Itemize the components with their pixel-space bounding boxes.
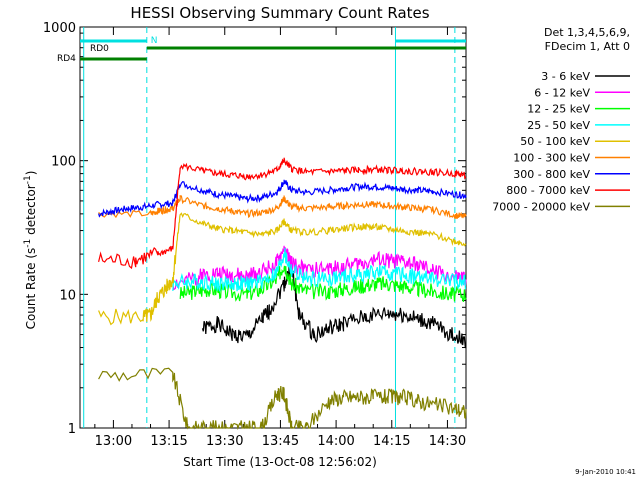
y-tick-label-1: 10 — [59, 288, 76, 303]
overlay-label-rd0: RD0 — [90, 44, 109, 54]
series-line-7 — [98, 157, 467, 270]
legend-label-7: 800 - 7000 keV — [506, 184, 590, 197]
series-line-0 — [201, 262, 467, 349]
legend-label-1: 6 - 12 keV — [534, 86, 590, 99]
y-tick-label-3: 1000 — [43, 21, 76, 36]
x-tick-label-6: 14:30 — [429, 434, 466, 449]
x-tick-label-5: 14:15 — [373, 434, 410, 449]
legend: 3 - 6 keV 6 - 12 keV 12 - 25 keV 25 - 50 ke… — [492, 26, 630, 213]
series-line-1 — [172, 245, 467, 291]
series-line-4 — [98, 212, 467, 326]
x-tick-label-2: 13:30 — [206, 434, 243, 449]
y-tick-label-2: 100 — [51, 155, 76, 170]
y-axis-label-part2: detector — [24, 184, 38, 239]
legend-label-5: 100 - 300 keV — [513, 152, 590, 165]
legend-label-4: 50 - 100 keV — [520, 135, 590, 148]
legend-label-3: 25 - 50 keV — [527, 119, 590, 132]
overlay-label-rd4: RD4 — [57, 54, 76, 64]
x-tick-label-3: 13:45 — [262, 434, 299, 449]
y-axis-label-sup2: -1 — [23, 175, 33, 184]
series-line-5 — [98, 195, 467, 219]
plot-area: 13:00 13:15 13:30 13:45 14:00 14:15 14:30 1 10 10… — [43, 21, 467, 449]
x-tick-label-0: 13:00 — [95, 434, 132, 449]
footer-timestamp: 9-Jan-2010 10:41 — [575, 468, 636, 476]
series-line-8 — [98, 367, 467, 431]
legend-label-0: 3 - 6 keV — [541, 70, 590, 83]
legend-label-8: 7000 - 20000 keV — [492, 200, 590, 213]
legend-header-0: Det 1,3,4,5,6,9, — [544, 26, 630, 39]
y-axis-label-part1: Count Rate (s — [24, 248, 38, 330]
legend-header-1: FDecim 1, Att 0 — [545, 40, 630, 53]
y-axis-label-sup1: -1 — [23, 239, 33, 248]
y-axis-label: Count Rate (s-1 detector-1) — [23, 171, 38, 330]
plot-frame — [79, 26, 467, 429]
x-tick-label-1: 13:15 — [150, 434, 187, 449]
y-axis-label-part3: ) — [24, 171, 38, 176]
series-line-3 — [172, 247, 467, 292]
chart-title: HESSI Observing Summary Count Rates — [130, 4, 429, 22]
legend-label-6: 300 - 800 keV — [513, 168, 590, 181]
y-tick-label-0: 1 — [68, 422, 76, 437]
x-axis-label: Start Time (13-Oct-08 12:56:02) — [183, 455, 377, 469]
legend-label-2: 12 - 25 keV — [527, 103, 590, 116]
x-tick-label-4: 14:00 — [317, 434, 354, 449]
overlay-label-n: N — [151, 36, 158, 46]
series-line-6 — [98, 179, 467, 218]
